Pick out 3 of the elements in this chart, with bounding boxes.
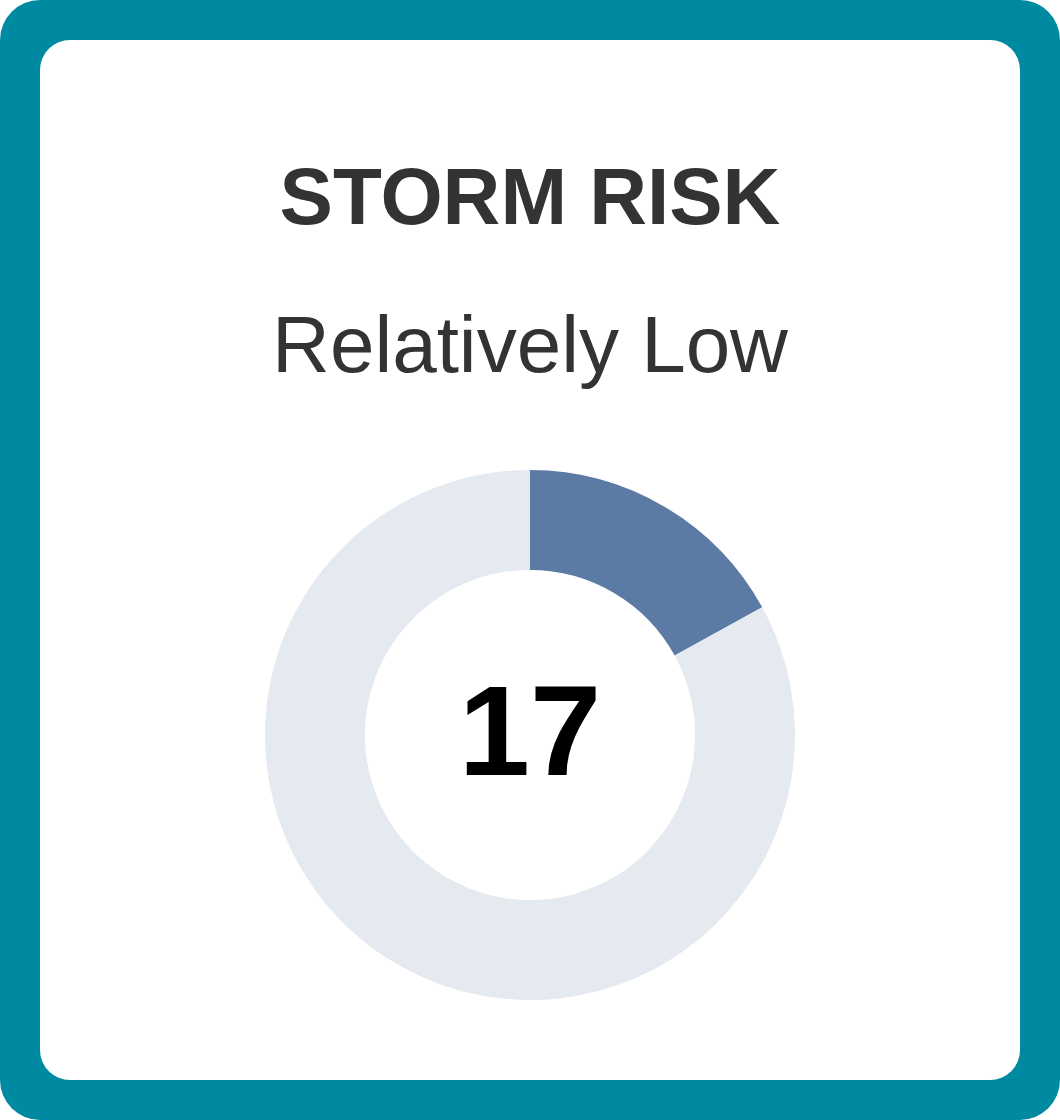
chart-title: STORM RISK — [278, 152, 782, 241]
data-label: 17 — [458, 658, 602, 802]
chart-subtitle: Relatively Low — [271, 300, 789, 389]
